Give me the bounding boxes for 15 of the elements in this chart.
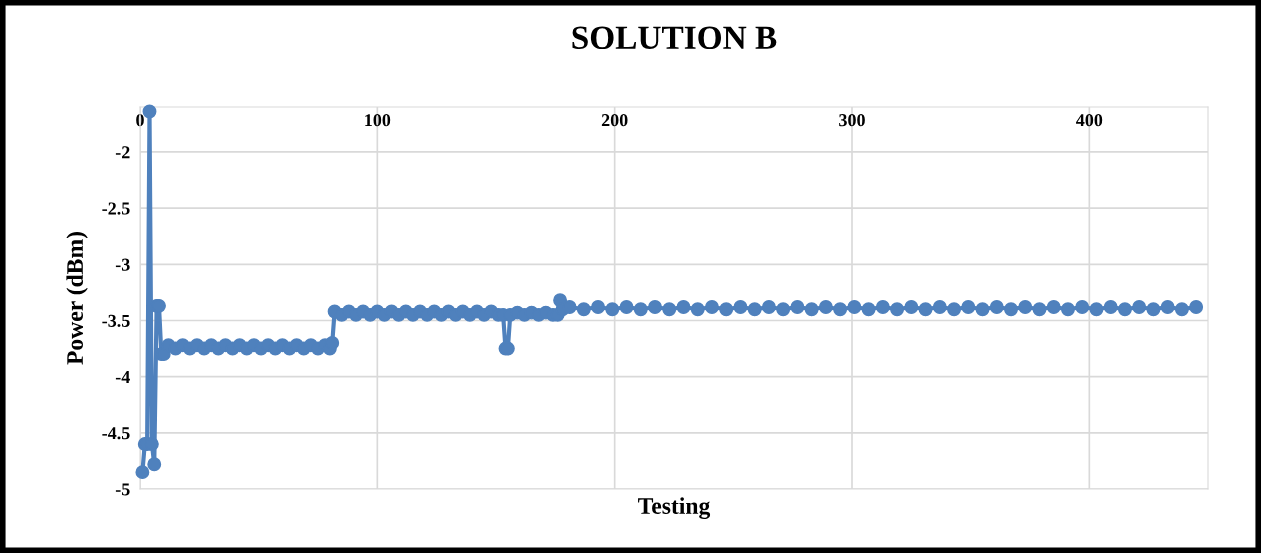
x-tick-label: 400 [1076, 114, 1103, 127]
y-axis-title: Power (dBm) [66, 232, 88, 365]
y-tick-label: -4.5 [102, 427, 130, 440]
y-tick-label: -2 [115, 146, 130, 159]
y-tick-label: -2.5 [102, 202, 130, 215]
x-tick-label: 100 [365, 114, 391, 127]
x-tick-label: 0 [136, 114, 144, 127]
chart-title: SOLUTION B [572, 26, 777, 49]
y-tick-label: -5 [115, 483, 130, 496]
y-tick-label: -4 [115, 371, 130, 383]
y-tick-label: -3.5 [102, 314, 130, 327]
x-tick-label: 200 [601, 114, 628, 127]
x-axis-title: Testing [638, 497, 711, 519]
x-tick-label: 300 [839, 114, 865, 127]
y-tick-label: -3 [115, 258, 130, 271]
